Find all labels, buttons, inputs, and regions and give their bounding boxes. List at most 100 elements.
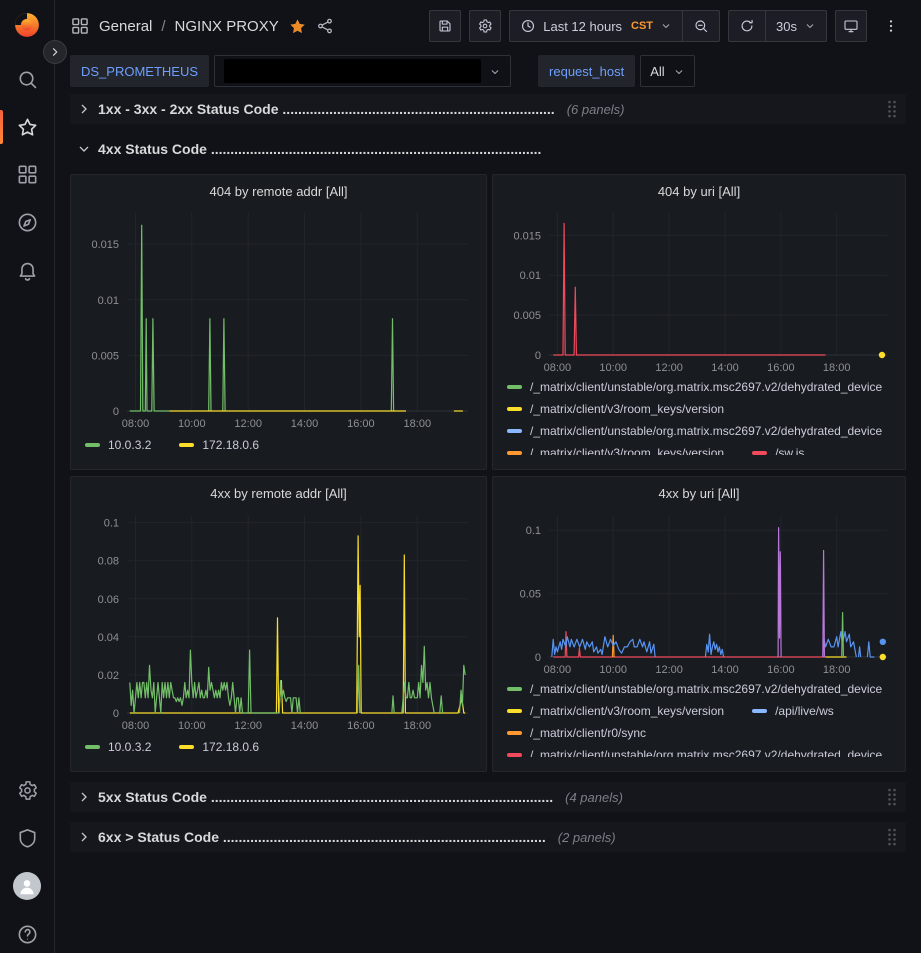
row-header-1xx-3xx-2xx[interactable]: 1xx - 3xx - 2xx Status Code ............… <box>70 94 906 124</box>
svg-text:14:00: 14:00 <box>291 418 319 430</box>
zoom-out-icon <box>693 18 709 34</box>
request-host-variable-label: request_host <box>538 55 636 87</box>
breadcrumb-section[interactable]: General <box>99 17 153 35</box>
row-header-4xx[interactable]: 4xx Status Code ........................… <box>70 134 906 164</box>
time-range-label: Last 12 hours <box>543 18 623 34</box>
grafana-logo-icon[interactable] <box>12 10 42 40</box>
dashboard-settings-button[interactable] <box>469 10 502 42</box>
row-header-5xx[interactable]: 5xx Status Code ........................… <box>70 782 906 812</box>
starred-dashboards-icon[interactable] <box>16 116 39 139</box>
legend-item[interactable]: /_matrix/client/v3/room_keys/version <box>507 401 724 417</box>
refresh-interval-picker[interactable]: 30s <box>765 11 826 41</box>
svg-text:0.1: 0.1 <box>104 518 119 530</box>
favorite-star-icon[interactable] <box>288 17 307 36</box>
panel-title[interactable]: 404 by remote addr [All] <box>209 184 348 199</box>
help-icon[interactable] <box>16 923 39 946</box>
refresh-button[interactable] <box>729 11 765 41</box>
svg-text:0.08: 0.08 <box>98 556 119 568</box>
legend-swatch-icon <box>507 753 522 757</box>
panel-legend: 10.0.3.2 172.18.0.6 <box>81 739 476 755</box>
row-panel-count: (4 panels) <box>565 789 623 805</box>
timeseries-chart[interactable]: 08:00 10:00 12:00 14:00 16:00 18:00 0 0.02 0.04 0… <box>81 505 476 735</box>
legend-item[interactable]: /_matrix/client/r0/sync <box>507 725 646 741</box>
monitor-icon <box>843 18 859 34</box>
topbar: General / NGINX PROXY Last 12 hours CST <box>55 0 921 52</box>
svg-text:12:00: 12:00 <box>655 664 683 676</box>
timeseries-chart[interactable]: 08:00 10:00 12:00 14:00 16:00 18:00 0 0.005 0.01… <box>503 203 895 377</box>
panel-404-by-uri: 404 by uri [All] 08:00 10:00 12:00 14:00 16:… <box>492 174 906 470</box>
legend-item[interactable]: /_matrix/client/unstable/org.matrix.msc2… <box>507 379 882 395</box>
panel-row-1: 404 by remote addr [All] 08:00 10:00 12:00… <box>70 174 906 470</box>
svg-text:08:00: 08:00 <box>122 418 150 430</box>
row-drag-handle-icon[interactable] <box>884 786 900 808</box>
explore-compass-icon[interactable] <box>16 211 39 234</box>
more-options-button[interactable] <box>875 10 907 42</box>
chevron-down-icon <box>804 20 816 32</box>
zoom-out-time-button[interactable] <box>682 11 719 41</box>
dashboards-icon[interactable] <box>16 163 39 186</box>
legend-item[interactable]: /_matrix/client/v3/room_keys/version <box>507 703 724 719</box>
clock-icon <box>520 18 536 34</box>
svg-text:0.02: 0.02 <box>98 670 119 682</box>
sidebar <box>0 0 67 953</box>
legend-item[interactable]: /api/live/ws <box>752 703 834 719</box>
timeseries-chart[interactable]: 08:00 10:00 12:00 14:00 16:00 18:00 0 0.005 0.01… <box>81 203 476 433</box>
panel-title[interactable]: 4xx by uri [All] <box>658 486 740 501</box>
chevron-right-icon <box>76 101 92 117</box>
svg-text:0.005: 0.005 <box>513 310 541 322</box>
svg-text:0.01: 0.01 <box>98 295 119 307</box>
breadcrumb-separator: / <box>161 17 166 35</box>
row-drag-handle-icon[interactable] <box>884 98 900 120</box>
row-title: 1xx - 3xx - 2xx Status Code ............… <box>98 101 555 117</box>
svg-text:0.1: 0.1 <box>526 525 541 537</box>
search-icon[interactable] <box>16 68 39 91</box>
main-area: General / NGINX PROXY Last 12 hours CST <box>55 0 921 953</box>
legend-label: 172.18.0.6 <box>202 740 260 754</box>
dashboard-title[interactable]: NGINX PROXY <box>174 17 279 35</box>
legend-label: /_matrix/client/v3/room_keys/version <box>530 446 725 455</box>
legend-item[interactable]: 10.0.3.2 <box>85 739 151 755</box>
legend-item[interactable]: 172.18.0.6 <box>179 739 259 755</box>
share-icon[interactable] <box>316 17 334 35</box>
time-range-picker[interactable]: Last 12 hours CST <box>510 11 682 41</box>
legend-swatch-icon <box>507 687 522 691</box>
panel-title[interactable]: 4xx by remote addr [All] <box>210 486 347 501</box>
row-header-6xx[interactable]: 6xx > Status Code ......................… <box>70 822 906 852</box>
row-title: 5xx Status Code ........................… <box>98 789 554 805</box>
svg-text:0.01: 0.01 <box>520 270 541 282</box>
svg-text:0: 0 <box>535 652 541 664</box>
legend-item[interactable]: /_matrix/client/unstable/org.matrix.msc2… <box>507 423 882 439</box>
svg-text:08:00: 08:00 <box>122 720 150 732</box>
sidebar-expand-button[interactable] <box>43 40 67 64</box>
legend-label: /_matrix/client/unstable/org.matrix.msc2… <box>530 682 883 696</box>
alerting-bell-icon[interactable] <box>16 259 39 282</box>
svg-text:0.005: 0.005 <box>91 350 119 362</box>
legend-item[interactable]: /_matrix/client/unstable/org.matrix.msc2… <box>507 681 882 697</box>
svg-text:16:00: 16:00 <box>347 720 375 732</box>
row-title: 4xx Status Code ........................… <box>98 141 542 157</box>
svg-text:18:00: 18:00 <box>404 418 432 430</box>
legend-item[interactable]: 10.0.3.2 <box>85 437 151 453</box>
request-host-variable-dropdown[interactable]: All <box>640 55 695 87</box>
save-dashboard-button[interactable] <box>429 10 462 42</box>
row-drag-handle-icon[interactable] <box>884 826 900 848</box>
panel-legend: 10.0.3.2 172.18.0.6 <box>81 437 476 453</box>
timeseries-chart[interactable]: 08:00 10:00 12:00 14:00 16:00 18:00 0 0.05 0.1 <box>503 505 895 679</box>
legend-item[interactable]: 172.18.0.6 <box>179 437 259 453</box>
svg-text:10:00: 10:00 <box>178 720 206 732</box>
legend-swatch-icon <box>179 745 195 749</box>
svg-text:14:00: 14:00 <box>711 362 739 374</box>
refresh-group: 30s <box>728 10 827 42</box>
legend-item[interactable]: /_matrix/client/unstable/org.matrix.msc2… <box>507 747 882 757</box>
panel-legend: /_matrix/client/unstable/org.matrix.msc2… <box>503 379 895 455</box>
legend-item[interactable]: /_matrix/client/v3/room_keys/version <box>507 445 724 455</box>
server-admin-shield-icon[interactable] <box>16 827 39 850</box>
user-avatar[interactable] <box>13 872 41 900</box>
legend-item[interactable]: /sw.js <box>752 445 804 455</box>
tv-mode-button[interactable] <box>835 10 867 42</box>
panel-title[interactable]: 404 by uri [All] <box>657 184 741 199</box>
gear-icon <box>477 18 493 34</box>
datasource-variable-dropdown[interactable] <box>214 55 512 87</box>
configuration-gear-icon[interactable] <box>16 779 39 802</box>
